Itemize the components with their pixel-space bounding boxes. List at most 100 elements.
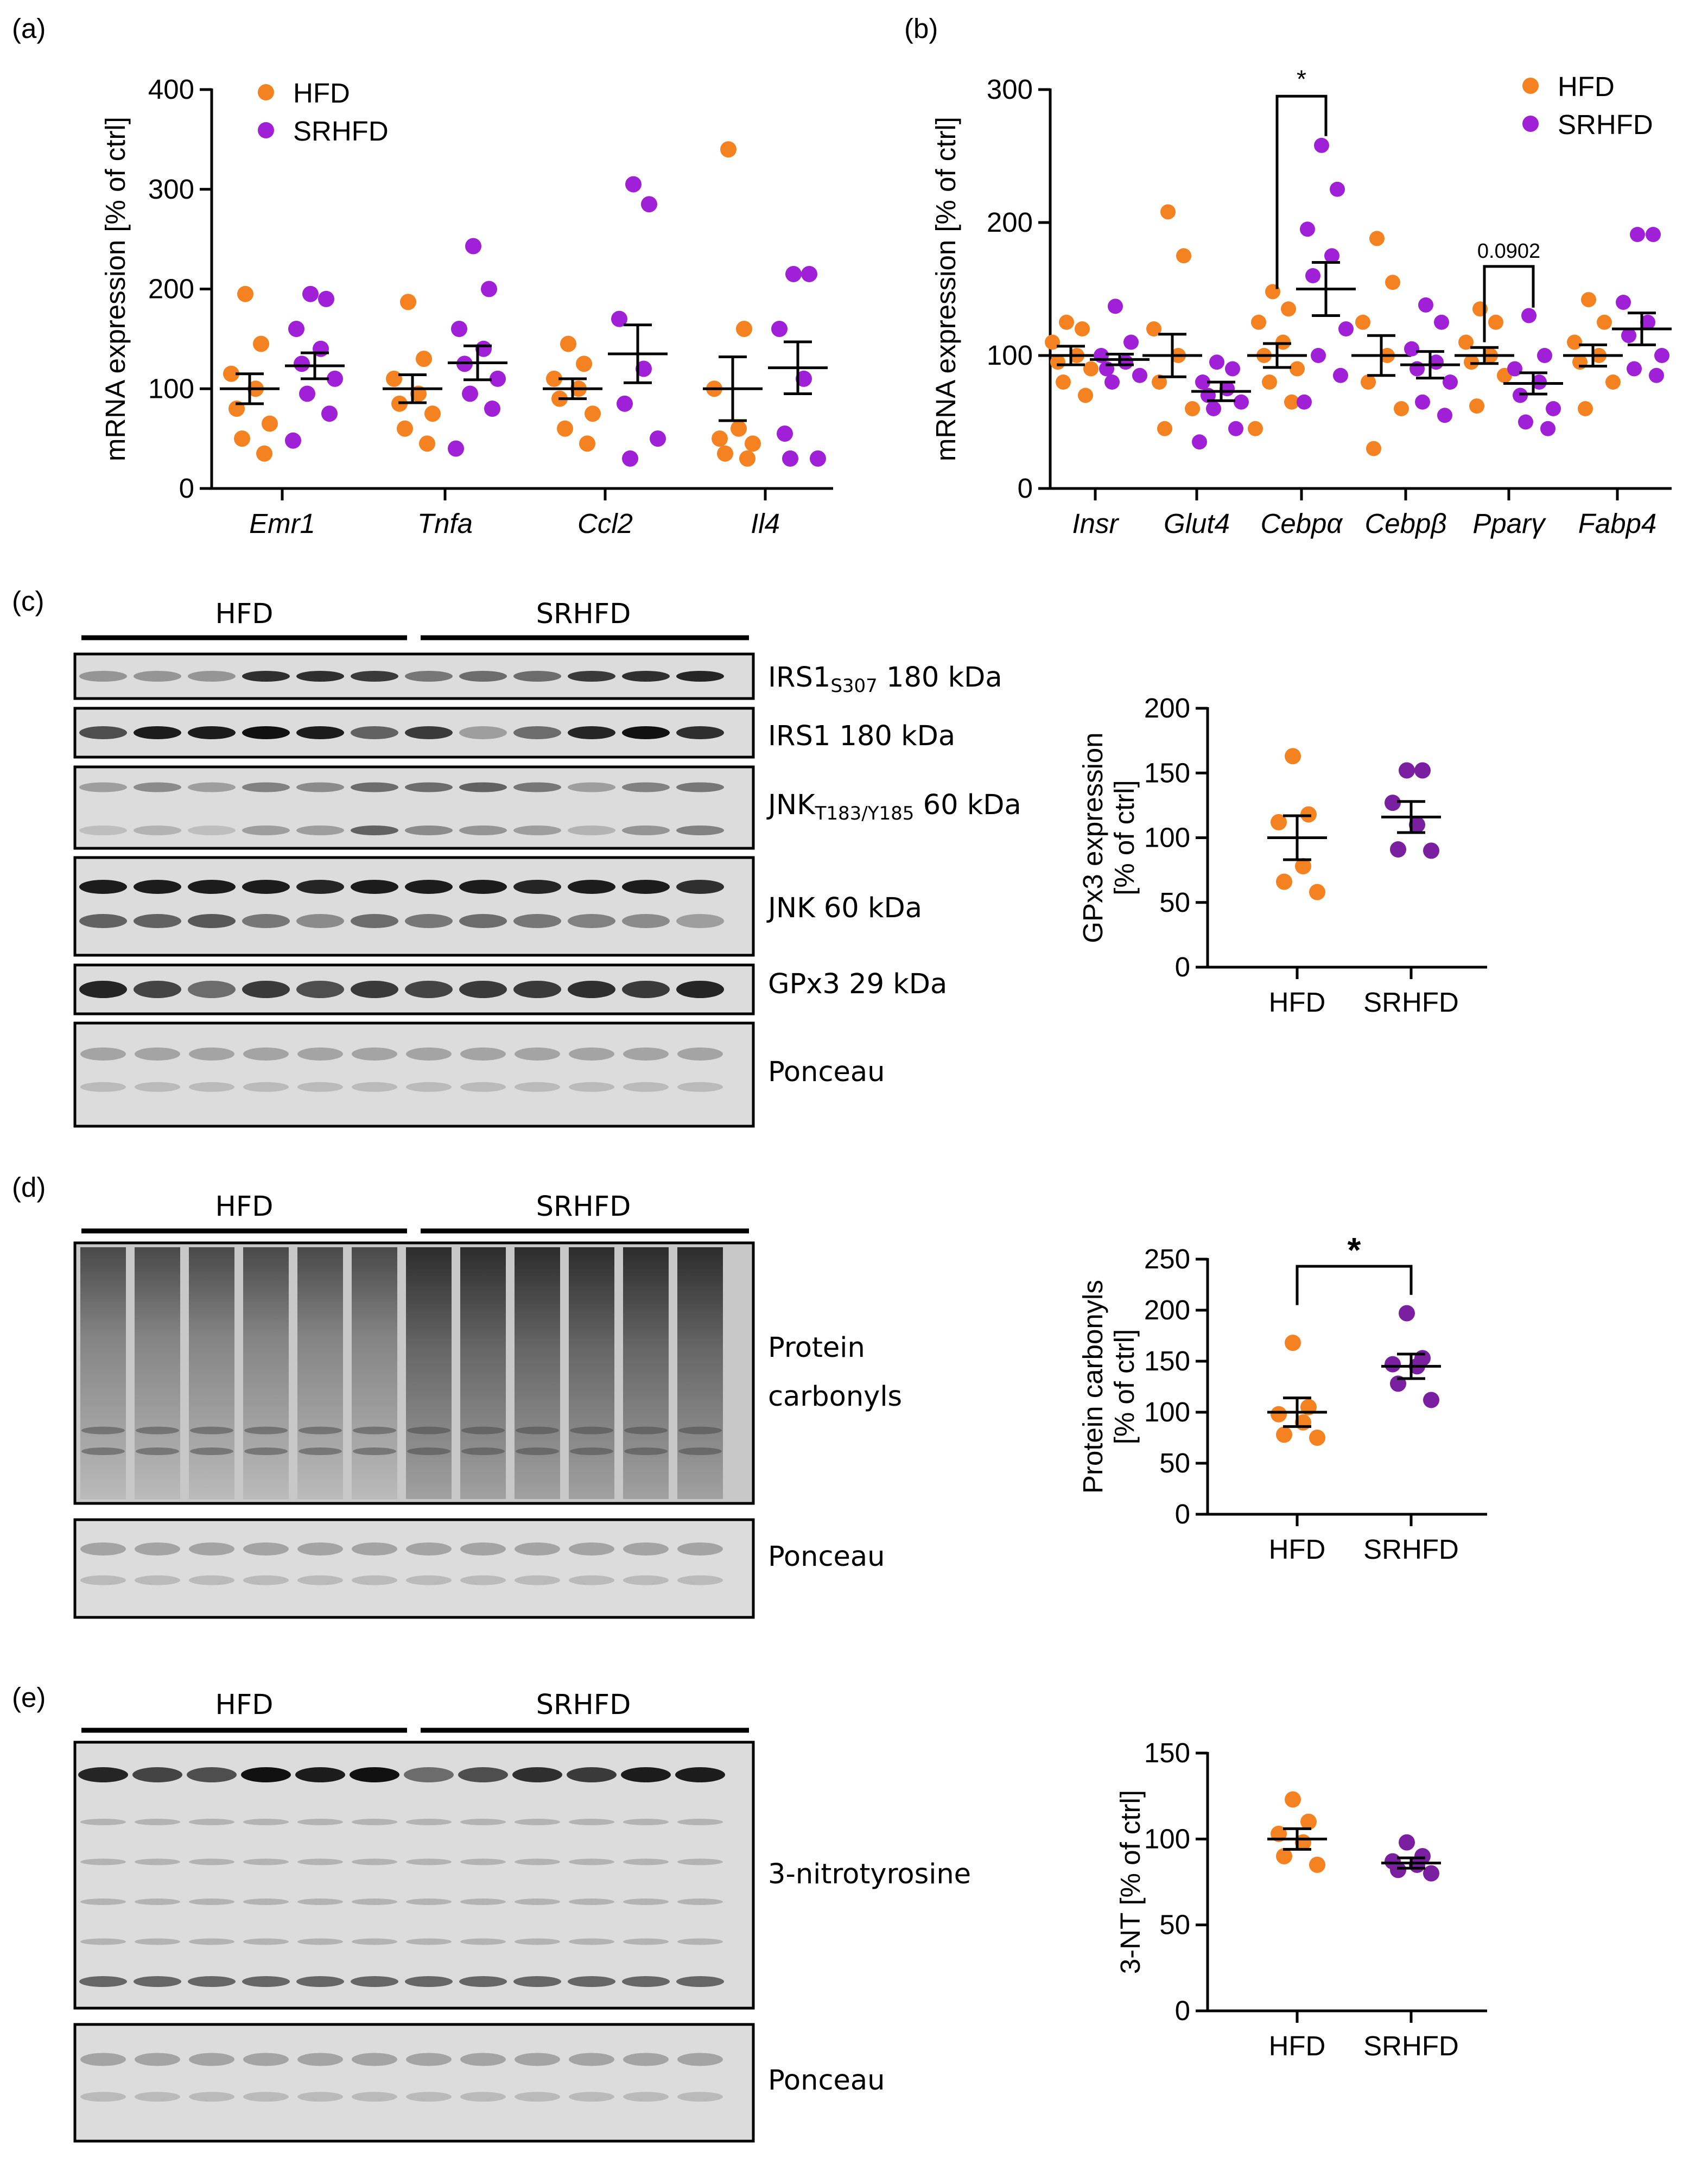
strip-ponceau-e-band [406,2092,452,2102]
strip-ponceau-d-band [243,1542,289,1556]
strip-ponceau-c-band [406,1047,452,1061]
strip-protein-carbonyls-band [136,1447,179,1455]
data-point-hfd [1285,748,1301,765]
data-point-hfd [1185,401,1200,416]
data-point-hfd [736,321,752,337]
strip-protein-carbonyls-band [624,1426,668,1434]
y-tick-label-b: 300 [987,74,1033,105]
data-point-srhfd [285,432,301,449]
data-point-srhfd [321,405,338,422]
strip-protein-carbonyls-band [407,1447,450,1455]
strip-jnk-p-band [459,782,507,792]
data-point-srhfd [465,238,481,255]
strip-3-nitrotyrosine-band [515,1858,560,1865]
strip-jnk-p-band [296,782,344,792]
blot-c-group-hfd: HFD [215,598,274,630]
data-point-hfd [1157,421,1172,436]
blot-d-label-carbonyls: carbonyls [768,1381,902,1413]
strip-3-nitrotyrosine-band [404,1767,454,1782]
strip-gpx3-band [351,981,398,998]
data-point-srhfd [481,281,497,297]
panel-label-d: (d) [12,1172,46,1203]
data-point-hfd [1361,374,1376,390]
strip-irs1-s307-band [188,671,236,682]
data-point-hfd [1078,388,1093,403]
strip-ponceau-d-band [135,1542,180,1556]
strip-gpx3-band [459,981,507,998]
strip-protein-carbonyls-lane [80,1247,126,1499]
x-tick-label-a: Emr1 [249,508,315,539]
strip-3-nitrotyrosine-band [460,1819,506,1825]
strip-protein-carbonyls-lane [352,1247,397,1499]
strip-ponceau-e-band [569,2053,614,2066]
data-point-hfd [1059,314,1074,330]
strip-ponceau-e-frame [73,2023,755,2143]
data-point-hfd [1369,231,1385,246]
strip-protein-carbonyls-lane [297,1247,343,1499]
strip-irs1-band [568,726,615,739]
strip-ponceau-e-band [623,2053,669,2066]
strip-protein-carbonyls-lane [515,1247,560,1499]
strip-3-nitrotyrosine-band [189,1899,234,1905]
x-tick-label-b: Glut4 [1164,508,1230,539]
strip-ponceau-d-band [189,1575,234,1585]
strip-3-nitrotyrosine-band [515,1899,560,1905]
data-point-hfd [1075,321,1090,337]
data-point-srhfd [1423,842,1439,859]
strip-ponceau-e-background [75,2024,753,2141]
data-point-hfd [1385,275,1400,290]
y-tick-label-a: 0 [179,473,194,504]
legend-marker-srhfd [258,122,274,138]
data-point-hfd [223,365,239,382]
strip-3-nitrotyrosine-band [80,1858,126,1865]
data-point-srhfd [1537,348,1552,363]
data-point-srhfd [1399,1305,1415,1322]
strip-3-nitrotyrosine-band [189,1858,234,1865]
strip-3-nitrotyrosine-band [460,1858,506,1865]
blot-d-group-hfd: HFD [215,1191,274,1223]
strip-ponceau-c-band [135,1082,180,1092]
strip-ponceau-c-band [352,1082,397,1092]
strip-protein-carbonyls-band [461,1426,505,1434]
strip-protein-carbonyls-lane [406,1247,452,1499]
strip-ponceau-d-band [80,1542,126,1556]
x-tick-label-e: HFD [1269,2030,1326,2061]
data-point-hfd [1605,374,1621,390]
strip-ponceau-d [73,1518,755,1619]
data-point-hfd [717,445,733,462]
strip-jnk-p-band [351,826,398,835]
y-tick-label-d: 150 [1144,1345,1190,1376]
strip-ponceau-e [73,2023,755,2143]
strip-ponceau-e-band [569,2092,614,2102]
data-point-srhfd [448,440,464,457]
strip-3-nitrotyrosine-band [406,1858,452,1865]
legend-label-hfd: HFD [293,78,350,109]
strip-ponceau-e-band [460,2092,506,2102]
strip-protein-carbonyls-band [136,1426,179,1434]
strip-protein-carbonyls-band [299,1447,342,1455]
strip-3-nitrotyrosine-band [515,1938,560,1945]
data-point-srhfd [1418,297,1433,313]
data-point-srhfd [484,401,500,417]
data-point-hfd [1581,292,1596,308]
strip-3-nitrotyrosine-frame [73,1741,755,2010]
data-point-hfd [386,370,402,387]
strip-protein-carbonyls-band [570,1447,613,1455]
strip-3-nitrotyrosine-band [189,1819,234,1825]
strip-jnk-p-band [405,826,453,835]
strip-3-nitrotyrosine-band [241,1767,291,1782]
data-point-hfd [579,435,595,452]
y-tick-label-d: 0 [1175,1499,1190,1529]
data-point-hfd [1276,1848,1292,1864]
strip-ponceau-e-band [515,2092,560,2102]
data-point-srhfd [771,321,788,337]
strip-3-nitrotyrosine-band [350,1767,399,1782]
data-point-hfd [1248,421,1263,436]
strip-ponceau-c-band [569,1047,614,1061]
strip-3-nitrotyrosine-band [135,1899,180,1905]
y-tick-label-e: 50 [1159,1909,1190,1940]
strip-gpx3-band [188,981,236,998]
data-point-hfd [1160,204,1176,220]
blot-e-group-hfd: HFD [215,1689,274,1721]
y-axis-title-e: 3-NT [% of ctrl] [1115,1790,1146,1974]
